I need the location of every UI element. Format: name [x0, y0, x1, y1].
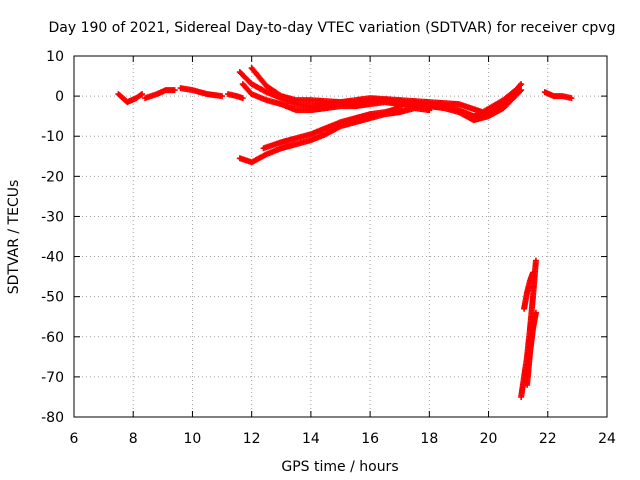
data-point: [532, 257, 539, 264]
series-arc-mid-upper-2: [239, 81, 525, 124]
y-tick-label: -60: [41, 330, 64, 346]
series-arc-early-4: [224, 91, 246, 102]
series-arc-early-1: [115, 91, 146, 106]
y-tick-label: -30: [41, 209, 64, 225]
x-tick-label: 20: [480, 431, 498, 447]
y-tick-label: -20: [41, 169, 64, 185]
data-point: [532, 309, 539, 316]
data-point: [219, 93, 226, 100]
data-point: [568, 95, 575, 102]
x-tick-label: 16: [361, 431, 379, 447]
data-point: [137, 91, 144, 98]
data-point: [529, 269, 536, 276]
x-tick-label: 22: [539, 431, 557, 447]
data-point: [515, 85, 522, 92]
series-arc-drop-2: [524, 309, 539, 388]
data-point: [171, 87, 178, 94]
series-arc-mid-upper-3: [248, 65, 522, 116]
y-tick-label: 0: [55, 89, 64, 105]
data-marks: [115, 65, 575, 400]
data-point: [139, 91, 146, 98]
ticks: 6 8 10 12 14 16 18 20 22 24 10 0 -10 -20 -30 -40 -50 -60 -…: [41, 49, 616, 447]
data-point: [518, 81, 525, 88]
x-tick-label: 24: [598, 431, 616, 447]
series-arc-drop-3: [521, 269, 536, 312]
y-tick-label: 10: [46, 49, 64, 65]
plot-frame: [73, 55, 608, 418]
x-tick-label: 6: [70, 431, 79, 447]
x-tick-label: 14: [302, 431, 320, 447]
y-tick-label: -10: [41, 129, 64, 145]
series-arc-lower: [236, 105, 433, 166]
y-tick-label: -40: [41, 250, 64, 266]
x-tick-label: 12: [243, 431, 261, 447]
x-tick-label: 10: [184, 431, 202, 447]
x-axis-label: GPS time / hours: [281, 459, 398, 475]
data-point: [396, 105, 403, 112]
series-arc-early-2: [142, 87, 178, 102]
series-arc-lower-2: [260, 105, 403, 152]
data-point: [426, 107, 433, 114]
y-tick-label: -70: [41, 370, 64, 386]
y-tick-label: -50: [41, 290, 64, 306]
x-tick-label: 8: [129, 431, 138, 447]
chart-title: Day 190 of 2021, Sidereal Day-to-day VTE…: [49, 20, 616, 36]
series-arc-late: [541, 89, 575, 102]
series-arc-early-3: [177, 85, 226, 100]
y-axis-label: SDTVAR / TECUs: [6, 180, 22, 295]
y-tick-label: -80: [41, 410, 64, 426]
data-point: [239, 95, 246, 102]
data-point: [517, 88, 524, 95]
x-tick-label: 18: [420, 431, 438, 447]
